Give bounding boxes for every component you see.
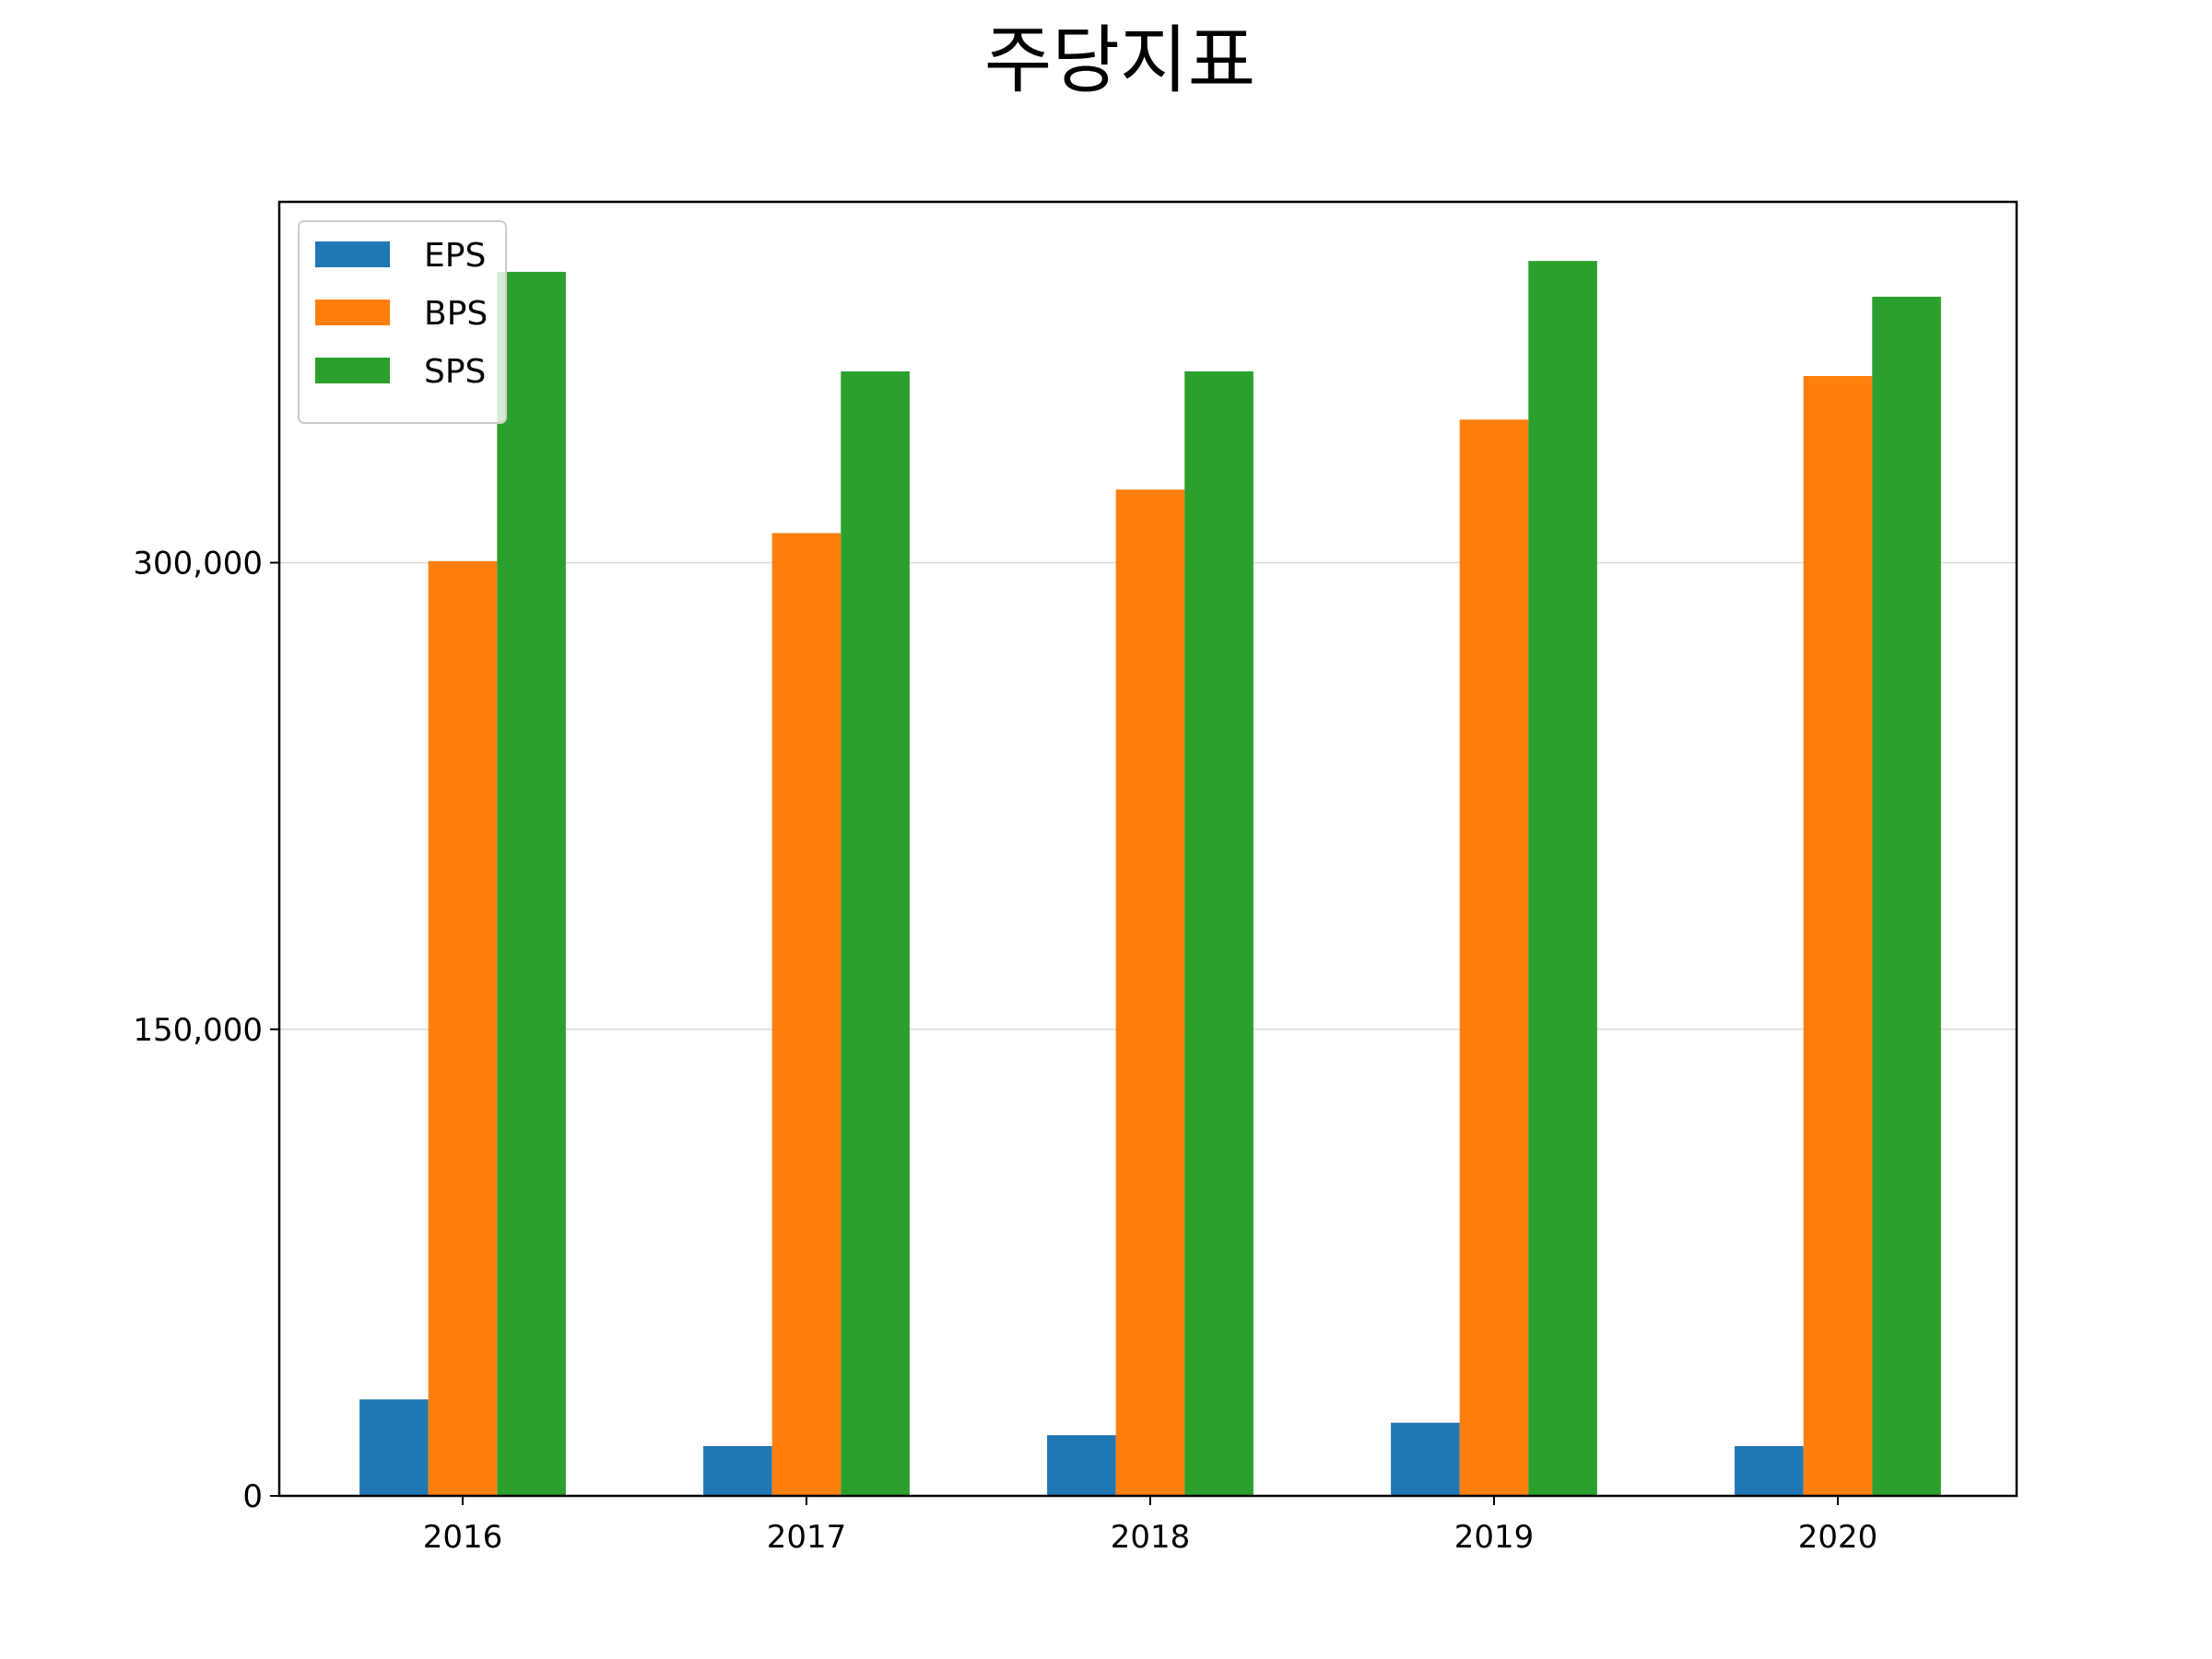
- bar-eps-2020: [1735, 1446, 1804, 1496]
- bar-sps-2019: [1528, 261, 1597, 1496]
- bar-eps-2016: [359, 1399, 429, 1496]
- legend-label-sps: SPS: [424, 353, 486, 391]
- bar-bps-2018: [1115, 489, 1185, 1496]
- bar-bps-2019: [1459, 419, 1529, 1496]
- bar-eps-2017: [703, 1446, 772, 1496]
- legend-swatch-eps: [315, 241, 390, 267]
- bar-sps-2018: [1184, 371, 1253, 1496]
- legend: EPS BPS SPS: [298, 220, 507, 424]
- bar-bps-2017: [771, 533, 841, 1496]
- x-tick-label-2020: 2020: [1798, 1519, 1878, 1556]
- y-tick-label-0: 0: [242, 1478, 263, 1515]
- x-tick-label-2017: 2017: [767, 1519, 847, 1556]
- y-axis: 0 150,000 300,000: [133, 546, 279, 1515]
- x-tick-label-2019: 2019: [1454, 1519, 1535, 1556]
- x-axis: 2016 2017 2018 2019 2020: [423, 1496, 1878, 1556]
- bar-eps-2019: [1391, 1422, 1460, 1496]
- legend-swatch-sps: [315, 358, 390, 383]
- y-tick-label-1: 150,000: [133, 1012, 263, 1049]
- bars: [359, 261, 1941, 1496]
- bar-sps-2016: [497, 271, 566, 1496]
- x-tick-label-2016: 2016: [423, 1519, 503, 1556]
- chart-title: 주당지표: [984, 18, 1255, 103]
- x-tick-label-2018: 2018: [1111, 1519, 1191, 1556]
- bar-sps-2017: [841, 371, 910, 1496]
- y-tick-label-2: 300,000: [133, 546, 263, 582]
- legend-label-bps: BPS: [424, 295, 488, 333]
- bar-bps-2016: [428, 560, 498, 1496]
- bar-sps-2020: [1872, 296, 1941, 1496]
- plot-frame: [277, 200, 2018, 1498]
- bar-bps-2020: [1803, 376, 1873, 1496]
- legend-label-eps: EPS: [424, 237, 486, 275]
- bar-eps-2018: [1047, 1435, 1116, 1496]
- legend-swatch-bps: [315, 300, 390, 325]
